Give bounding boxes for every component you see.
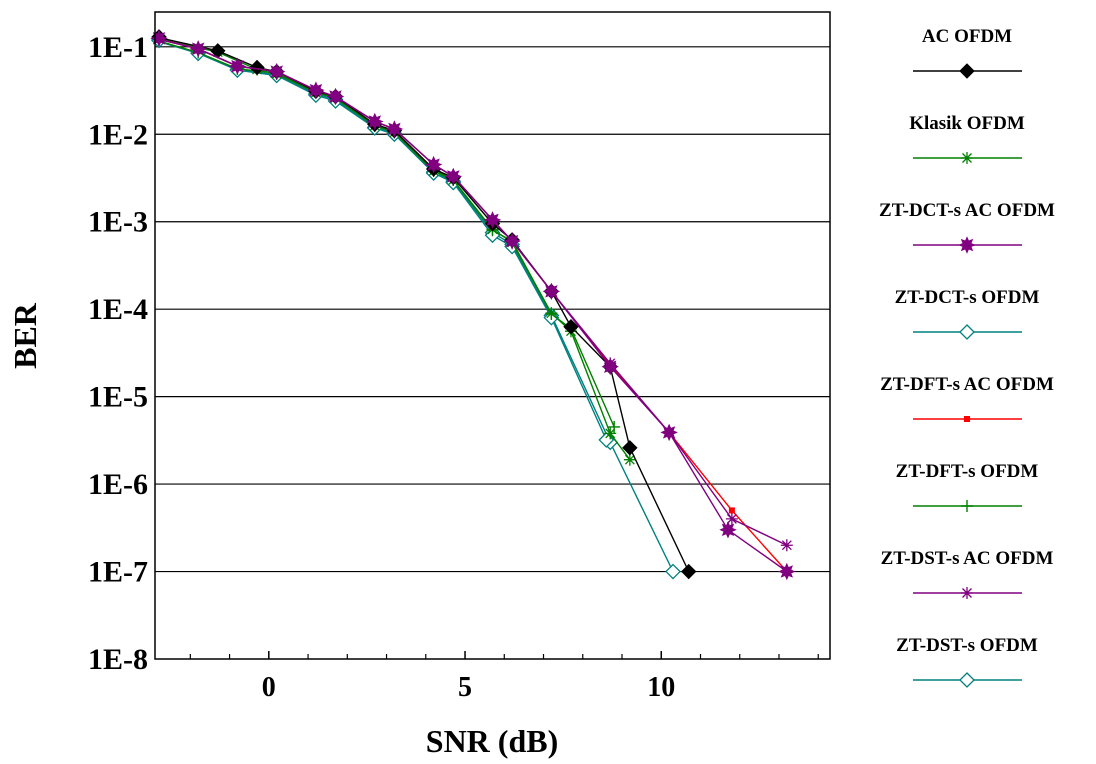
data-point <box>385 120 404 138</box>
data-point <box>542 282 561 301</box>
y-tick-label: 1E-6 <box>88 468 148 501</box>
legend-entry-label: AC OFDM <box>922 26 1012 47</box>
legend-entry-label: ZT-DFT-s OFDM <box>896 461 1039 482</box>
data-point <box>623 453 636 466</box>
legend-entry-label: ZT-DFT-s AC OFDM <box>880 374 1054 395</box>
data-point <box>249 59 265 76</box>
data-point <box>150 29 168 48</box>
data-point <box>719 521 737 539</box>
data-point <box>665 563 681 580</box>
plot-area-frame <box>154 11 831 660</box>
legend-entry-label: ZT-DCT-s OFDM <box>895 287 1040 308</box>
data-point <box>267 62 286 81</box>
x-tick-label: 10 <box>647 672 675 703</box>
data-point <box>563 319 579 335</box>
y-axis-title: BER <box>7 302 43 369</box>
data-point <box>601 357 619 376</box>
data-point <box>483 211 502 229</box>
series-2 <box>150 29 796 581</box>
legend-entry-label: Klasik OFDM <box>909 113 1025 134</box>
legend: AC OFDM Klasik OFDM ZT-DCT-s AC OFDM ZT-DCT… <box>879 26 1055 688</box>
data-point <box>545 308 558 321</box>
data-point <box>681 563 697 580</box>
legend-marker <box>959 324 975 340</box>
x-tick-label: 5 <box>458 672 472 703</box>
legend-marker <box>959 63 975 79</box>
data-point <box>725 512 738 525</box>
legend-entry-label: ZT-DST-s AC OFDM <box>881 548 1054 569</box>
data-point <box>780 539 793 552</box>
legend-marker <box>964 416 970 422</box>
data-point <box>728 507 735 514</box>
legend-marker <box>961 500 973 512</box>
series-lines <box>150 29 796 581</box>
legend-marker <box>961 152 973 164</box>
data-point <box>503 232 521 250</box>
data-point <box>444 167 463 186</box>
x-tick-label: 0 <box>262 672 276 703</box>
y-tick-label: 1E-8 <box>88 643 148 676</box>
y-tick-label: 1E-3 <box>88 206 148 239</box>
y-tick-label: 1E-2 <box>88 118 148 151</box>
legend-entry-label: ZT-DCT-s AC OFDM <box>879 200 1055 221</box>
data-point <box>622 440 638 456</box>
y-tick-label: 1E-5 <box>88 381 148 414</box>
legend-marker <box>961 587 973 599</box>
data-point <box>608 420 621 433</box>
data-point <box>189 40 207 58</box>
data-point <box>660 423 678 442</box>
data-point <box>326 87 345 106</box>
x-axis-ticks: 0 5 10 <box>189 651 819 703</box>
legend-entry-label: ZT-DST-s OFDM <box>896 635 1038 656</box>
data-point <box>778 562 796 581</box>
legend-marker <box>958 236 976 254</box>
y-axis-ticks: 1E-1 1E-2 1E-3 1E-4 1E-5 1E-6 1E-7 1E-8 <box>88 31 148 676</box>
data-point <box>424 155 443 174</box>
data-point <box>307 81 325 99</box>
legend-marker <box>959 672 975 688</box>
data-point <box>604 427 617 440</box>
y-tick-label: 1E-1 <box>88 31 148 64</box>
x-axis-title: SNR (dB) <box>426 723 558 759</box>
data-point <box>366 112 384 131</box>
data-point <box>228 57 247 75</box>
y-tick-label: 1E-7 <box>88 556 148 589</box>
y-tick-label: 1E-4 <box>88 293 148 326</box>
